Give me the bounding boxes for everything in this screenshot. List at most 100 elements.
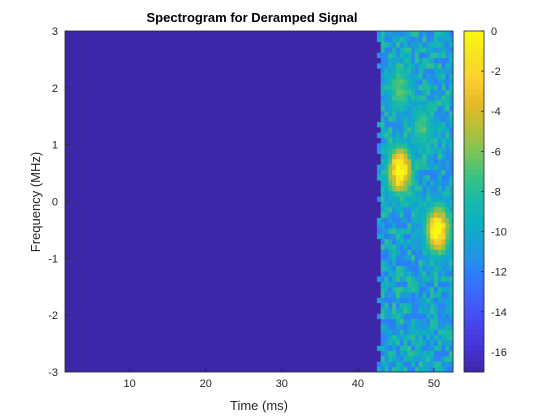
spectrogram-cell [414, 137, 420, 144]
spectrogram-cell [430, 126, 435, 133]
colorbar-band [464, 366, 484, 373]
spectrogram-cell [449, 233, 454, 240]
spectrogram-cell [414, 222, 420, 229]
spectrogram-cell [430, 318, 435, 325]
spectrogram-cell [445, 286, 450, 293]
spectrogram-cell [388, 121, 393, 128]
spectrogram-cell [380, 137, 385, 144]
spectrogram-cell [392, 158, 397, 165]
spectrogram-cell [376, 110, 382, 117]
spectrogram-cell [403, 329, 408, 336]
spectrogram-cell [388, 249, 393, 256]
spectrogram-cell [388, 270, 393, 277]
spectrogram-cell [433, 105, 439, 112]
colorbar-band [464, 228, 484, 234]
spectrogram-cell [407, 265, 412, 272]
spectrogram-cell [426, 222, 431, 229]
spectrogram-cell [380, 132, 385, 138]
spectrogram-cell [437, 276, 442, 282]
spectrogram-cell [441, 302, 446, 309]
spectrogram-cell [392, 116, 397, 122]
spectrogram-cell [376, 334, 382, 341]
spectrogram-cell [395, 340, 401, 346]
spectrogram-cell [399, 116, 404, 122]
spectrogram-cell [433, 254, 439, 261]
spectrogram-cell [411, 78, 416, 85]
spectrogram-cell [422, 281, 427, 288]
spectrogram-cell [430, 94, 435, 101]
spectrogram-cell [433, 180, 439, 186]
spectrogram-cell [433, 169, 439, 176]
spectrogram-cell [411, 206, 416, 213]
spectrogram-cell [437, 46, 442, 53]
spectrogram-cell [430, 196, 435, 202]
spectrogram-cell [422, 105, 427, 112]
spectrogram-cell [392, 78, 397, 85]
spectrogram-cell [445, 217, 450, 224]
colorbar-band [464, 281, 484, 288]
spectrogram-cell [449, 212, 454, 218]
spectrogram-cell [445, 201, 450, 208]
spectrogram-cell [418, 190, 423, 197]
spectrogram-cell [449, 100, 454, 106]
spectrogram-cell [422, 217, 427, 224]
spectrogram-cell [376, 281, 382, 288]
spectrogram-cell [441, 31, 446, 37]
colorbar-band [464, 164, 484, 170]
spectrogram-cell [395, 244, 401, 250]
spectrogram-cell [422, 270, 427, 277]
y-tick-label: -1 [48, 253, 58, 265]
spectrogram-cell [433, 292, 439, 298]
spectrogram-cell [414, 73, 420, 80]
spectrogram-cell [445, 57, 450, 64]
spectrogram-cell [430, 324, 435, 330]
spectrogram-cell [414, 190, 420, 197]
spectrogram-cell [376, 302, 382, 309]
spectrogram-cell [399, 89, 404, 96]
spectrogram-cell [380, 345, 385, 352]
spectrogram-cell [395, 169, 401, 176]
spectrogram-cell [433, 334, 439, 341]
spectrogram-cell [449, 265, 454, 272]
spectrogram-cell [422, 94, 427, 101]
spectrogram-cell [392, 292, 397, 298]
spectrogram-cell [426, 100, 431, 106]
colorbar-band [464, 286, 484, 293]
spectrogram-cell [449, 270, 454, 277]
spectrogram-cell [433, 78, 439, 85]
spectrogram-cell [422, 36, 427, 43]
spectrogram-cell [388, 41, 393, 48]
spectrogram-cell [414, 286, 420, 293]
x-tick-label: 20 [200, 378, 212, 390]
spectrogram-cell [384, 329, 389, 336]
spectrogram-cell [403, 206, 408, 213]
spectrogram-cell [403, 361, 408, 368]
spectrogram-cell [441, 46, 446, 53]
spectrogram-cell [395, 94, 401, 101]
spectrogram-cell [403, 276, 408, 282]
spectrogram-cell [437, 57, 442, 64]
colorbar-band [464, 180, 484, 186]
spectrogram-cell [384, 334, 389, 341]
spectrogram-cell [449, 276, 454, 282]
spectrogram-cell [437, 169, 442, 176]
spectrogram-cell [395, 302, 401, 309]
spectrogram-cell [445, 196, 450, 202]
spectrogram-cell [407, 334, 412, 341]
spectrogram-cell [418, 196, 423, 202]
spectrogram-cell [445, 334, 450, 341]
spectrogram-cell [430, 174, 435, 181]
spectrogram-cell [411, 148, 416, 154]
spectrogram-cell [411, 276, 416, 282]
spectrogram-cell [414, 297, 420, 304]
spectrogram-cell [376, 78, 382, 85]
spectrogram-cell [414, 329, 420, 336]
spectrogram-cell [403, 302, 408, 309]
spectrogram-cell [433, 185, 439, 192]
spectrogram-cell [384, 52, 389, 59]
x-tick-label: 40 [352, 378, 364, 390]
spectrogram-cell [430, 105, 435, 112]
spectrogram-cell [376, 356, 382, 362]
spectrogram-cell [411, 201, 416, 208]
spectrogram-cell [403, 62, 408, 69]
